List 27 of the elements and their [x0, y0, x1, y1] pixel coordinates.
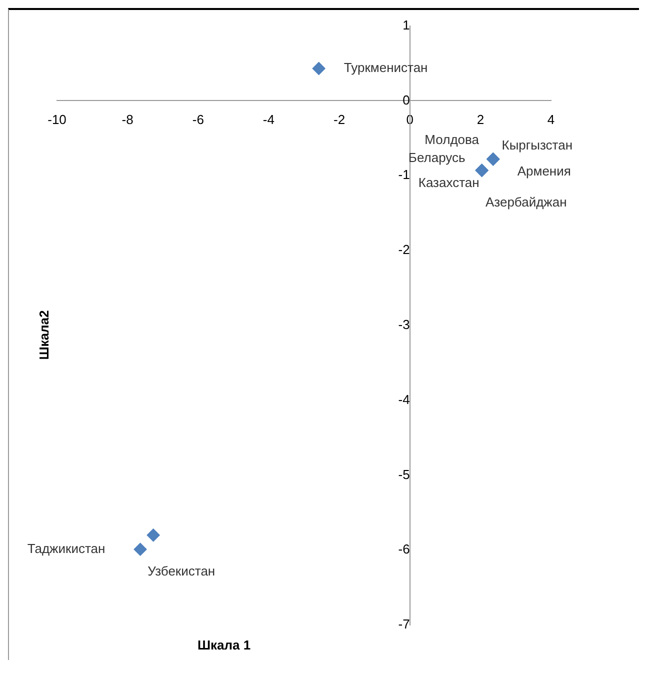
y-tick-label: -7: [398, 616, 410, 632]
y-tick-label: 0: [402, 92, 410, 108]
annotation: Казахстан: [418, 174, 480, 190]
x-tick-label: 4: [547, 112, 555, 128]
x-tick-label: -8: [122, 112, 134, 128]
annotation: Туркменистан: [344, 60, 428, 76]
x-tick-label: -6: [192, 112, 204, 128]
annotation: Кыргызстан: [502, 138, 573, 153]
y-tick-label: -2: [398, 242, 410, 258]
x-tick-label: -4: [262, 112, 274, 128]
annotation: Беларусь: [408, 150, 466, 165]
annotation: Молдова: [424, 132, 480, 147]
y-tick-label: 1: [402, 17, 410, 32]
x-axis-title: Шкала 1: [197, 638, 251, 653]
x-tick-label: -2: [334, 112, 346, 128]
annotation: Узбекистан: [148, 564, 216, 579]
annotation: Азербайджан: [485, 194, 567, 210]
y-axis-title: Шкала2: [36, 310, 52, 360]
y-tick-label: -1: [398, 167, 410, 182]
annotation: Таджикистан: [27, 540, 106, 556]
y-tick-label: -6: [398, 542, 410, 557]
y-tick-label: -5: [398, 466, 410, 482]
y-tick-label: -3: [398, 316, 410, 332]
x-tick-label: -10: [48, 112, 66, 128]
y-tick-label: -4: [398, 392, 410, 407]
annotation: Армения: [517, 164, 571, 179]
x-tick-label: 2: [476, 112, 484, 128]
